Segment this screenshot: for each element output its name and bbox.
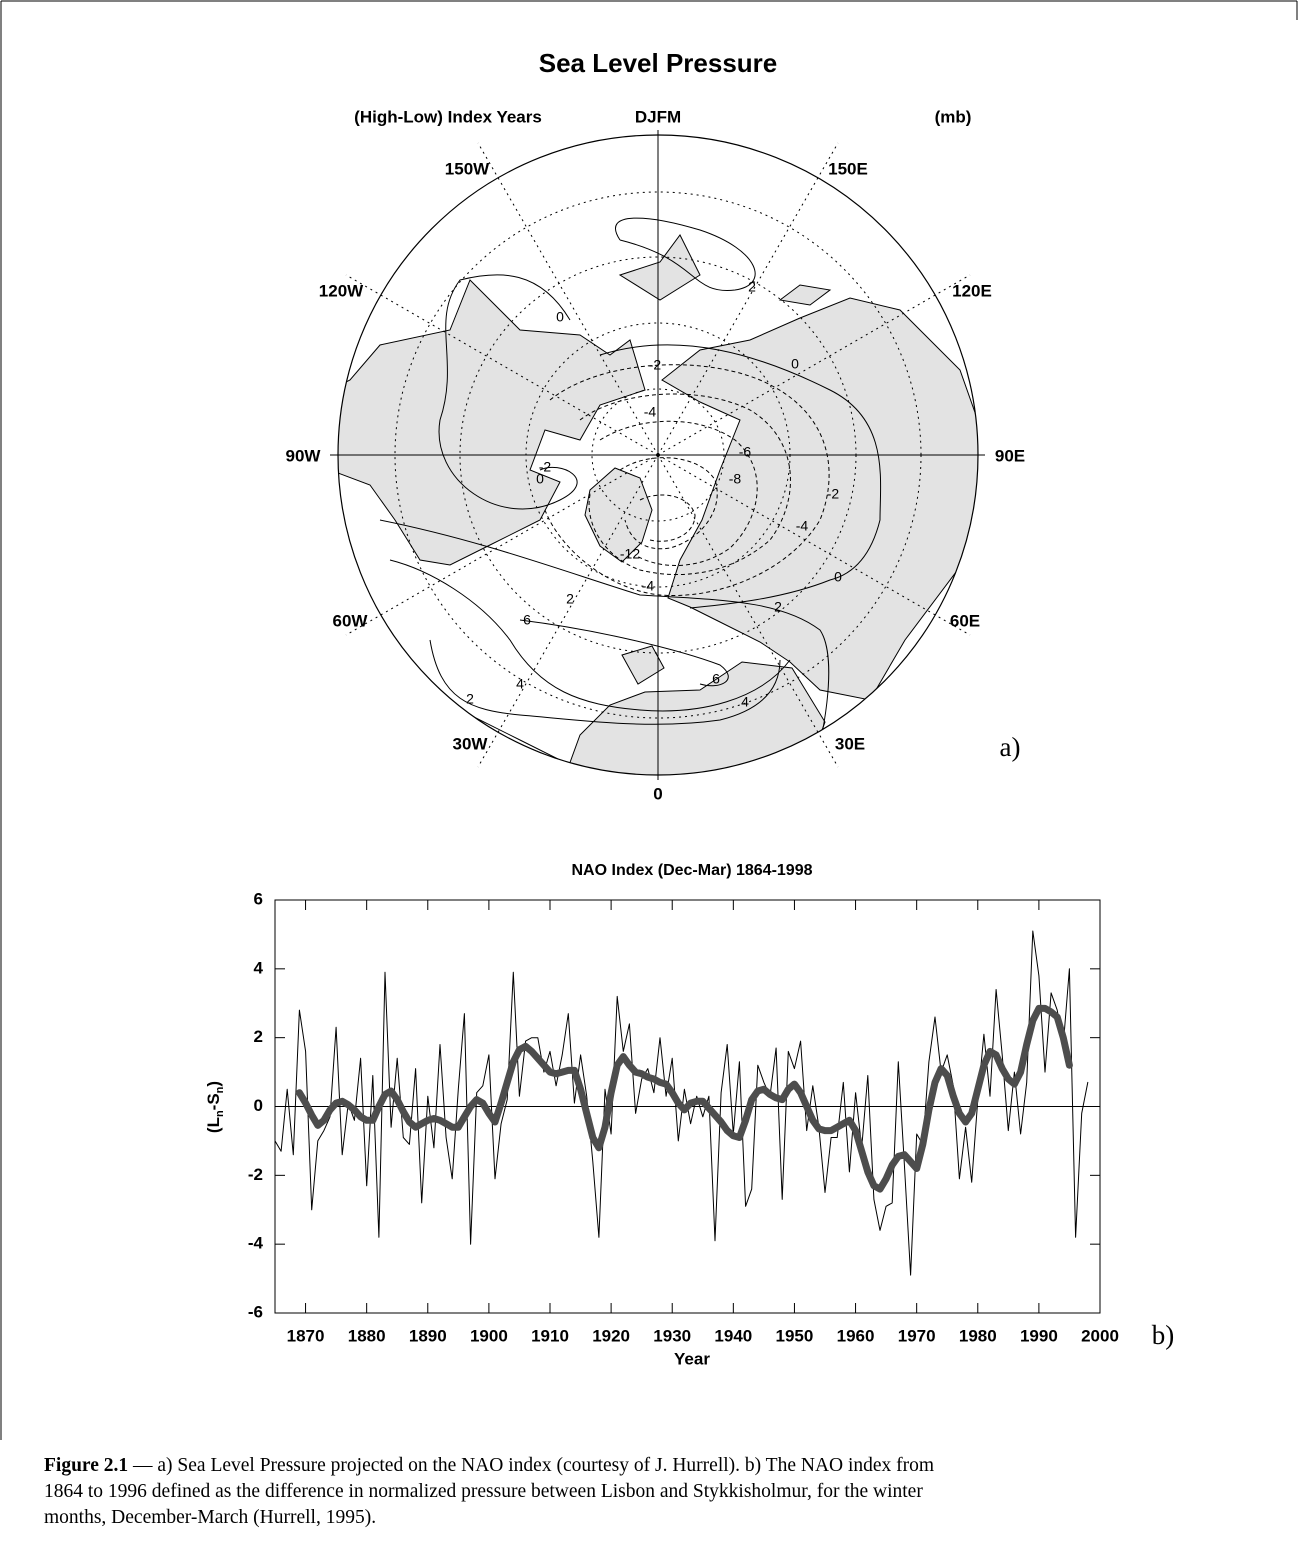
caption-label: Figure 2.1: [44, 1455, 129, 1476]
contour-label: -6: [739, 444, 752, 460]
x-tick-label: 1920: [592, 1326, 630, 1345]
contour-label: 2: [466, 691, 474, 707]
map-disk: [338, 135, 978, 775]
map-subtitle: (High-Low) Index Years: [354, 107, 542, 126]
x-tick-label: 1870: [287, 1326, 325, 1345]
x-tick-label: 1970: [898, 1326, 936, 1345]
panel-label: a): [1000, 732, 1021, 762]
contour-label: -8: [729, 471, 742, 487]
contour-label: -4: [644, 404, 657, 420]
negative-contours: [544, 364, 830, 597]
contour-label: -4: [796, 518, 809, 534]
contour-label: 6: [712, 671, 720, 687]
longitude-label: 90W: [286, 446, 322, 465]
y-tick-label: -2: [248, 1165, 263, 1184]
map-units: (mb): [935, 107, 972, 126]
contour-label: 4: [741, 694, 749, 710]
longitude-label: 150W: [445, 159, 490, 178]
contour-label: -2: [539, 459, 552, 475]
y-label-part: (L: [204, 1117, 223, 1133]
caption: Figure 2.1 — a) Sea Level Pressure proje…: [44, 1453, 1264, 1531]
map-subtitle: DJFM: [635, 107, 681, 126]
contour-label: -2: [649, 357, 662, 373]
y-label-part: -S: [204, 1093, 223, 1110]
y-tick-label: 2: [254, 1027, 263, 1046]
contour-label: -4: [642, 578, 655, 594]
contour-label: 6: [523, 612, 531, 628]
caption-line: 1864 to 1996 defined as the difference i…: [44, 1481, 923, 1502]
chart-title: NAO Index (Dec-Mar) 1864-1998: [572, 862, 813, 879]
y-tick-label: 0: [254, 1096, 263, 1115]
contour-label: 0: [536, 471, 544, 487]
longitude-label: 120W: [319, 281, 364, 300]
longitude-label: 150E: [828, 159, 868, 178]
map-title: Sea Level Pressure: [539, 48, 778, 78]
x-tick-label: 1940: [714, 1326, 752, 1345]
x-tick-label: 1890: [409, 1326, 447, 1345]
x-tick-label: 1950: [776, 1326, 814, 1345]
y-label-sub: n: [214, 1110, 226, 1117]
longitude-label: 30W: [453, 734, 489, 753]
x-tick-label: 1880: [348, 1326, 386, 1345]
figure: Sea Level Pressure (High-Low) Index Year…: [0, 0, 1298, 1440]
longitude-label: 90E: [995, 446, 1025, 465]
y-label-sub: n: [214, 1086, 226, 1093]
contour-label: 0: [791, 356, 799, 372]
x-tick-label: 1910: [531, 1326, 569, 1345]
x-tick-label: 1960: [837, 1326, 875, 1345]
x-tick-label: 1930: [653, 1326, 691, 1345]
contour-label: -12: [620, 546, 640, 562]
contour-label: 2: [774, 599, 782, 615]
x-tick-label: 1900: [470, 1326, 508, 1345]
axes-cross: [330, 130, 985, 780]
longitude-label: 0: [653, 784, 662, 803]
x-tick-label: 2000: [1081, 1326, 1119, 1345]
y-tick-label: -6: [248, 1302, 263, 1321]
meridians: [345, 142, 971, 768]
contour-label: 0: [556, 309, 564, 325]
contour-label: -2: [827, 486, 840, 502]
x-tick-label: 1980: [959, 1326, 997, 1345]
y-tick-label: -4: [248, 1234, 264, 1253]
longitude-label: 60W: [333, 611, 369, 630]
panel-label: b): [1152, 1320, 1175, 1350]
contour-label: 0: [834, 569, 842, 585]
x-tick-label: 1990: [1020, 1326, 1058, 1345]
y-tick-label: 4: [254, 958, 264, 977]
caption-line: — a) Sea Level Pressure projected on the…: [128, 1455, 935, 1476]
y-axis-label: (Ln-Sn): [204, 1081, 225, 1133]
longitude-label: 60E: [950, 611, 980, 630]
y-label-part: ): [204, 1081, 223, 1087]
y-tick-label: 6: [254, 889, 263, 908]
contour-label: 4: [516, 676, 524, 692]
longitude-label: 120E: [952, 281, 992, 300]
x-axis-label: Year: [674, 1349, 710, 1368]
caption-line: months, December-March (Hurrell, 1995).: [44, 1507, 377, 1528]
contour-label: 2: [566, 591, 574, 607]
data-line: [295, 1004, 1073, 1193]
longitude-label: 30E: [835, 734, 865, 753]
contour-label: 2: [748, 279, 756, 295]
